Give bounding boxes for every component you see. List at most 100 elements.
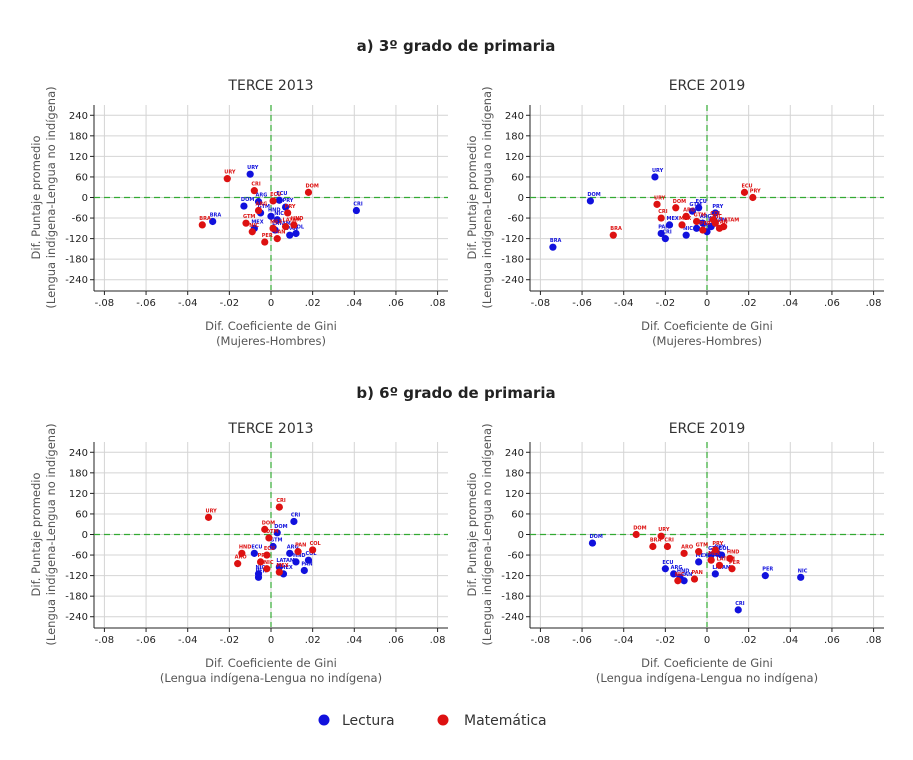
- point-label: CRI: [735, 601, 745, 607]
- data-point: [248, 228, 256, 236]
- point-label: HND: [293, 553, 306, 559]
- point-label: GTM: [689, 202, 701, 208]
- data-point: [281, 223, 290, 231]
- y-tick-label: 240: [505, 448, 524, 459]
- data-point: [797, 573, 805, 581]
- point-label: HND: [239, 544, 252, 550]
- point-label: CRI: [353, 202, 363, 208]
- point-label: PAN: [716, 219, 727, 225]
- point-label: NIC: [712, 214, 722, 220]
- section-title-b: b) 6º grado de primaria: [356, 384, 555, 402]
- point-label: NIC: [675, 572, 685, 578]
- panel-title: TERCE 2013: [227, 78, 313, 94]
- data-point: [663, 542, 672, 551]
- point-label: BRA: [199, 216, 211, 222]
- point-label: URY: [658, 527, 670, 533]
- legend-marker-matemática: [437, 714, 449, 726]
- point-label: ARG: [256, 202, 268, 208]
- point-label: HND: [291, 216, 304, 222]
- point-label: PRY: [285, 204, 296, 210]
- point-label: PER: [262, 233, 273, 239]
- point-label: MEX: [696, 553, 708, 559]
- y-axis-label: Dif. Puntaje promedio: [465, 136, 479, 260]
- data-point: [265, 534, 273, 542]
- point-label: GTM: [694, 212, 706, 218]
- point-label: LATAM: [716, 556, 735, 562]
- y-tick-label: -240: [65, 612, 88, 623]
- x-tick-label: 0: [268, 298, 274, 309]
- y-tick-label: -240: [501, 275, 524, 286]
- data-point: [198, 221, 206, 229]
- data-point: [304, 556, 313, 564]
- point-label: ECU: [251, 544, 262, 550]
- y-tick-label: -60: [508, 214, 524, 225]
- point-label: CRI: [276, 498, 286, 504]
- x-tick-label: -.08: [95, 298, 115, 309]
- point-label: GTM: [696, 543, 708, 549]
- data-point: [256, 558, 265, 566]
- y-tick-label: 120: [505, 489, 524, 500]
- y-axis-label: (Lengua indígena-Lengua no indígena): [480, 423, 494, 645]
- x-tick-label: -.04: [614, 635, 634, 646]
- data-point: [352, 206, 360, 215]
- y-tick-label: 240: [69, 111, 88, 122]
- point-label: CRI: [291, 512, 301, 518]
- point-label: PAN: [692, 570, 703, 576]
- y-tick-label: 60: [75, 509, 88, 520]
- data-point: [292, 558, 300, 566]
- point-label: GTM: [258, 204, 270, 210]
- point-label: NIC: [683, 226, 693, 232]
- data-point: [728, 565, 736, 573]
- data-point: [699, 219, 707, 227]
- point-label: PER: [700, 221, 711, 227]
- x-tick-label: -.04: [614, 298, 634, 309]
- data-point: [304, 188, 313, 196]
- y-tick-label: -240: [65, 275, 88, 286]
- x-tick-label: -.06: [572, 298, 592, 309]
- data-point: [250, 549, 258, 557]
- x-tick-label: .06: [388, 298, 404, 309]
- data-point: [269, 224, 277, 232]
- data-point: [273, 216, 281, 224]
- point-label: COL: [719, 546, 731, 552]
- y-tick-label: 180: [69, 131, 88, 142]
- point-label: GTM: [243, 214, 255, 220]
- x-tick-label: .06: [388, 635, 404, 646]
- x-axis-label: (Lengua indígena-Lengua no indígena): [596, 671, 818, 685]
- y-tick-label: -180: [65, 255, 88, 266]
- point-label: CRI: [251, 182, 261, 188]
- data-point: [286, 549, 294, 557]
- point-label: PRY: [258, 553, 269, 559]
- x-axis-label: (Mujeres-Hombres): [652, 334, 762, 348]
- data-point: [695, 548, 703, 556]
- data-point: [674, 577, 682, 585]
- y-tick-label: 240: [69, 448, 88, 459]
- point-label: MEX: [667, 216, 679, 222]
- y-tick-label: 180: [505, 468, 524, 479]
- x-tick-label: .02: [305, 635, 321, 646]
- x-tick-label: .04: [782, 635, 798, 646]
- point-label: DOM: [589, 534, 602, 540]
- y-axis-label: Dif. Puntaje promedio: [29, 473, 43, 597]
- data-point: [273, 529, 281, 537]
- data-point: [688, 207, 697, 215]
- point-label: PAN: [274, 230, 285, 236]
- point-label: NIC: [274, 211, 284, 217]
- panel-title: ERCE 2019: [669, 421, 746, 437]
- y-tick-label: -120: [501, 234, 524, 245]
- x-tick-label: -.08: [95, 635, 115, 646]
- point-label: ECU: [276, 191, 287, 197]
- point-label: LATAM: [283, 218, 302, 224]
- x-tick-label: -.04: [178, 635, 198, 646]
- data-point: [692, 224, 701, 232]
- data-point: [275, 563, 283, 571]
- legend: Lectura Matemática: [318, 713, 547, 729]
- point-label: DOM: [241, 197, 254, 203]
- x-tick-label: -.08: [531, 298, 551, 309]
- point-label: LATAM: [272, 221, 291, 227]
- point-label: PER: [729, 560, 740, 566]
- x-tick-label: -.02: [220, 635, 240, 646]
